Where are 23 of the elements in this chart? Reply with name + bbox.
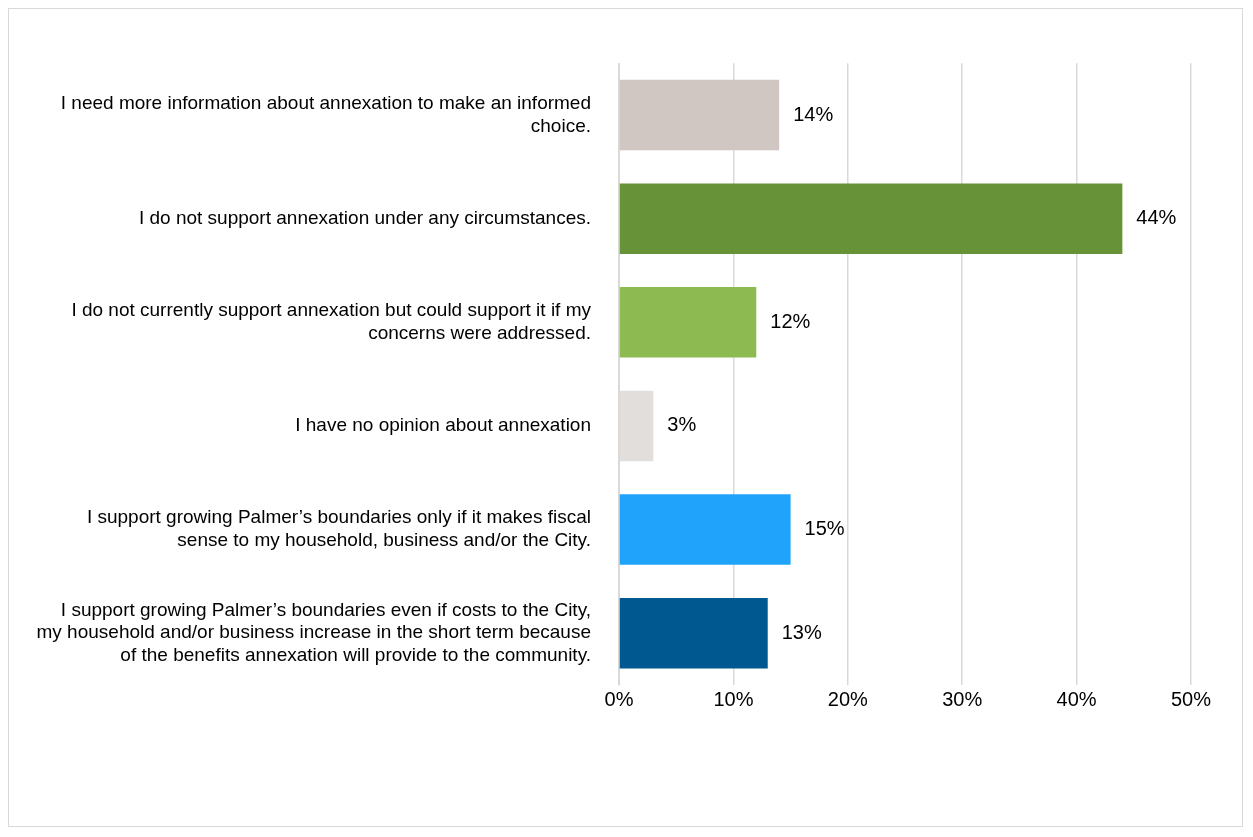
x-tick-label: 10%	[713, 687, 754, 710]
y-tick-label: I have no opinion about annexation	[295, 414, 591, 436]
bar	[619, 494, 791, 565]
x-tick-label: 20%	[827, 687, 869, 710]
data-label: 13%	[781, 620, 822, 643]
y-tick-label: I need more information about annexation to make an informed choice.	[60, 91, 591, 136]
data-label: 15%	[804, 517, 845, 540]
y-tick-label: I do not currently support annexation but could support it if my concerns were addressed.	[71, 299, 592, 343]
data-label: 14%	[793, 102, 834, 125]
bar	[619, 183, 1123, 254]
bar	[619, 287, 757, 358]
data-label: 44%	[1136, 206, 1177, 229]
y-tick-label: I do not support annexation under any circumstances.	[138, 206, 591, 228]
x-tick-label: 30%	[942, 687, 983, 710]
x-tick-label: 40%	[1056, 687, 1097, 710]
y-tick-label: I support growing Palmer’s boundaries even if costs to the City, my household and/or business increase in the short term because of the benefits annexation will provide to the community.	[36, 598, 591, 666]
x-tick-label: 50%	[1170, 687, 1212, 710]
x-tick-label: 0%	[604, 687, 634, 710]
data-label: 3%	[667, 413, 697, 436]
bar	[619, 597, 768, 669]
y-tick-label: I support growing Palmer’s boundaries only if it makes fiscal sense to my household, business and/or the City.	[86, 506, 591, 551]
data-label: 12%	[770, 309, 811, 332]
bar	[619, 79, 780, 151]
